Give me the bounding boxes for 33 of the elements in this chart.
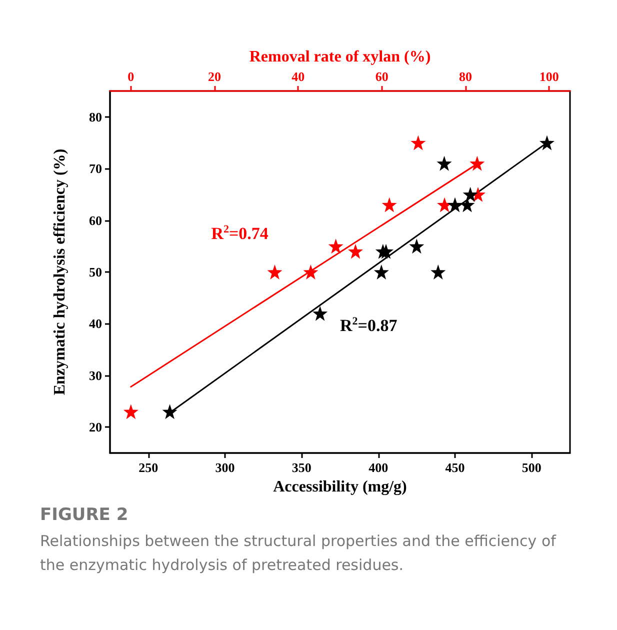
y-axis-title: Enzymatic hydrolysis efficiency (%) [52, 148, 68, 396]
x2-tick-label: 40 [292, 69, 305, 84]
x-tick-label: 300 [215, 460, 235, 475]
y-tick-label: 70 [89, 161, 102, 176]
x2-tick-label: 60 [375, 69, 388, 84]
x-tick-label: 400 [368, 460, 388, 475]
x-tick-label: 450 [445, 460, 465, 475]
text: Relationships between the structural properties and the efficiency of the enzymatic hydrolysis of pretreated residues. [40, 531, 558, 576]
x2-tick-label: 0 [128, 69, 134, 84]
point [409, 238, 424, 254]
point [448, 197, 462, 212]
x-axis-title: Accessibility (mg/g) [273, 478, 407, 496]
y-tick-label: 80 [89, 109, 102, 124]
y-tick-label: 40 [89, 316, 102, 332]
x2-tick-label: 80 [458, 69, 472, 84]
point [540, 135, 554, 150]
x2-axis-title: Removal rate of xylan (%) [249, 48, 431, 66]
x-tick-label: 350 [292, 460, 312, 475]
y-tick-label: 50 [89, 264, 102, 280]
x-tick-label: 250 [138, 460, 158, 475]
point [312, 306, 328, 321]
point [462, 186, 478, 202]
y-tick-label: 60 [89, 212, 102, 228]
point [430, 264, 446, 280]
caption: FIGURE 2 [40, 505, 130, 525]
y-tick-label: 30 [89, 368, 102, 383]
point [436, 156, 452, 171]
x-tick-label: 500 [522, 460, 542, 475]
x2-tick-label: 100 [539, 69, 559, 84]
point [162, 404, 178, 420]
y-tick-label: 20 [89, 420, 102, 435]
x2-tick-label: 20 [208, 69, 222, 84]
point [374, 264, 389, 280]
